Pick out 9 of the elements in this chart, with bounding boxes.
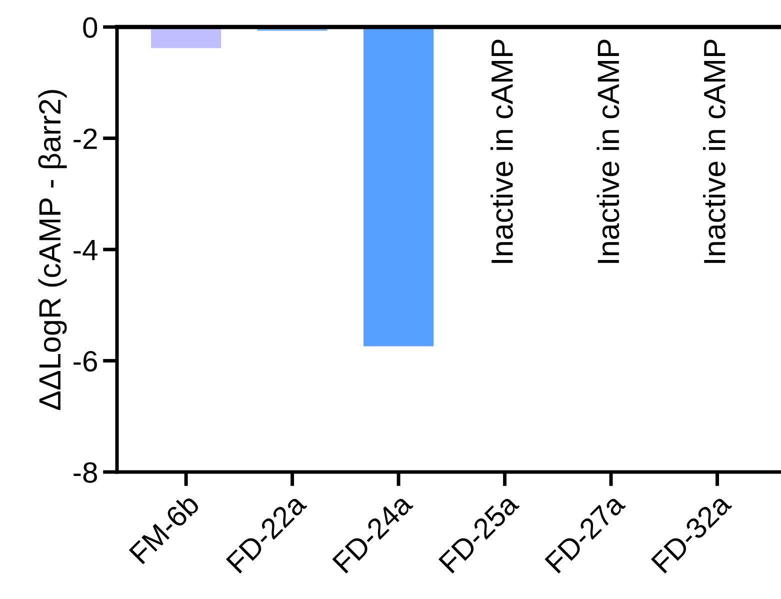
y-tick-label: -8 bbox=[74, 462, 97, 483]
annotation: Inactive in cAMP bbox=[703, 40, 726, 263]
y-tick-label: -6 bbox=[74, 350, 97, 372]
y-tick-label: 0 bbox=[83, 17, 98, 38]
annotation: Inactive in cAMP bbox=[596, 40, 620, 263]
y-tick-label: -4 bbox=[74, 240, 98, 260]
y-tick-label: -2 bbox=[74, 128, 97, 149]
y-axis-title: ΔΔLogR (cAMP - βarr2) bbox=[38, 90, 67, 410]
annotation: Inactive in cAMP bbox=[490, 40, 513, 263]
